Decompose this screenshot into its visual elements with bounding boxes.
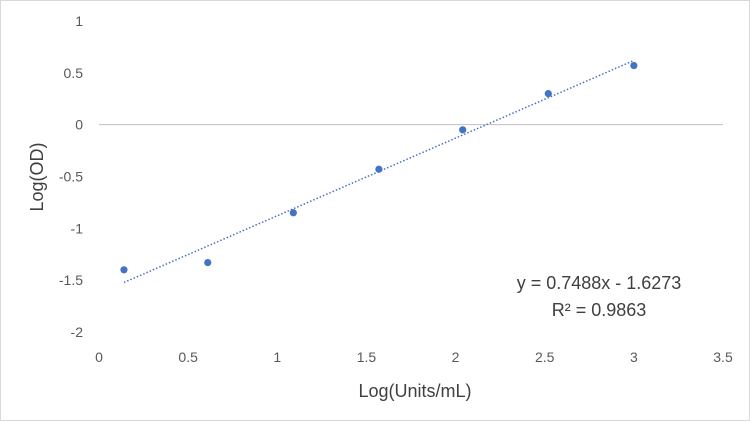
x-tick-label: 0 (95, 349, 103, 365)
trendline-equation: y = 0.7488x - 1.6273 (517, 273, 682, 293)
y-tick-label: 0.5 (64, 65, 84, 81)
data-point (544, 89, 552, 98)
x-tick-label: 2 (452, 349, 460, 365)
trendline (123, 59, 635, 284)
data-points (120, 61, 638, 274)
data-point (289, 209, 297, 217)
x-axis-title: Log(Units/mL) (358, 381, 471, 401)
y-tick-label: -1 (71, 220, 84, 236)
x-tick-label: 3.5 (713, 349, 733, 365)
x-tick-label: 2.5 (535, 349, 555, 365)
y-tick-label: 0 (75, 117, 83, 133)
x-tick-label: 1 (273, 349, 281, 365)
y-axis-title: Log(OD) (27, 142, 47, 211)
r-squared-label: R² = 0.9863 (552, 300, 647, 320)
data-point (120, 266, 128, 274)
x-tick-label: 0.5 (178, 349, 198, 365)
data-point (459, 126, 467, 134)
y-tick-label: -0.5 (59, 169, 83, 185)
y-tick-label: -1.5 (59, 272, 83, 288)
y-tick-label: 1 (75, 13, 83, 29)
x-tick-label: 3 (630, 349, 638, 365)
y-axis-tick-labels: 1 0.5 0 -0.5 -1 -1.5 -2 (59, 13, 83, 340)
x-tick-label: 1.5 (357, 349, 377, 365)
data-point (204, 258, 212, 267)
y-tick-label: -2 (71, 324, 84, 340)
data-point (630, 61, 638, 70)
x-axis-tick-labels: 0 0.5 1 1.5 2 2.5 3 3.5 (95, 349, 733, 365)
data-point (375, 165, 383, 173)
